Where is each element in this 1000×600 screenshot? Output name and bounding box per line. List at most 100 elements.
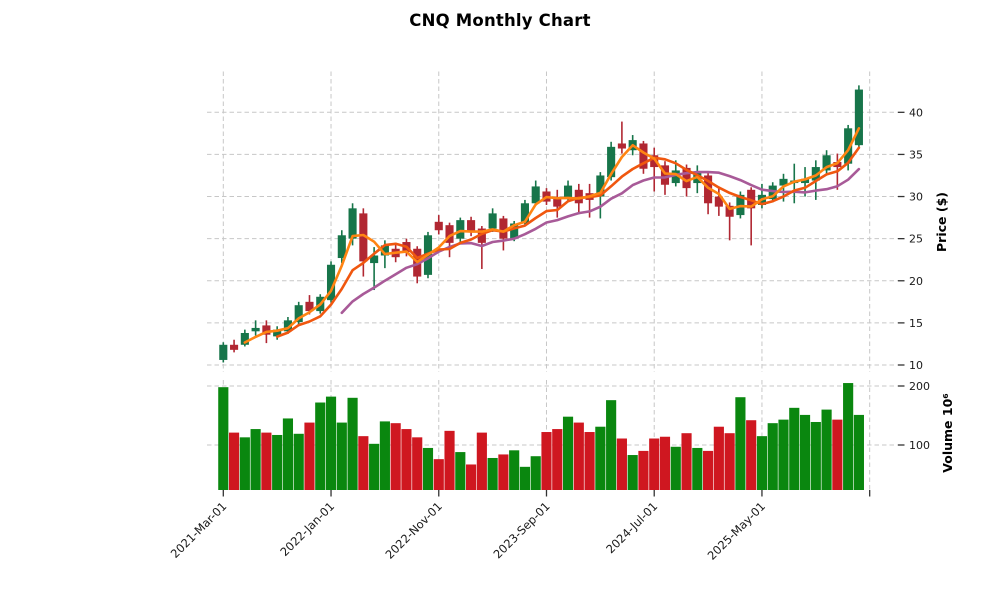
volume-bar <box>272 434 283 490</box>
volume-bar <box>573 422 584 490</box>
candle-body-up <box>563 185 573 199</box>
volume-bar <box>325 396 337 490</box>
candle-body-up <box>800 178 810 184</box>
candlesticks <box>219 85 863 363</box>
volume-bar <box>541 432 552 490</box>
volume-bar <box>228 432 240 490</box>
price-axis-label: Price ($) <box>934 192 949 252</box>
volume-bar <box>304 422 315 490</box>
price-tick-label: 20 <box>909 275 923 288</box>
volume-bar <box>584 432 595 490</box>
volume-bar <box>282 418 294 490</box>
volume-bar <box>358 436 369 490</box>
price-tick-label: 10 <box>909 359 923 372</box>
date-tick-label: 2023-Sep-01 <box>490 499 552 561</box>
candle-body-down <box>553 198 562 207</box>
candle-body-up <box>456 220 465 239</box>
volume-bar <box>412 437 423 490</box>
volume-bar <box>627 455 638 490</box>
candle-body-up <box>520 203 529 224</box>
candle-body-up <box>326 264 336 301</box>
volume-bar <box>466 464 477 490</box>
volume-bar <box>659 436 671 490</box>
volume-bar <box>261 432 272 490</box>
volume-bar <box>455 452 466 490</box>
volume-bar <box>810 421 821 490</box>
volume-bar <box>746 420 757 490</box>
volume-bar <box>735 397 746 490</box>
candle-body-up <box>510 223 519 239</box>
candle-body-up <box>596 175 605 197</box>
volume-bar <box>670 446 681 490</box>
candle-body-down <box>445 225 454 243</box>
candle-body-up <box>531 186 540 204</box>
price-tick-label: 15 <box>909 317 923 330</box>
candle-body-down <box>359 213 368 262</box>
volume-bar <box>606 400 617 490</box>
volume-bar <box>487 457 498 490</box>
mav-6-line <box>275 146 861 338</box>
candle-body-down <box>262 325 271 335</box>
candle-body-down <box>714 196 723 207</box>
volume-bar <box>293 433 304 490</box>
candle-body-up <box>370 255 379 264</box>
candle-body-up <box>811 167 820 181</box>
moving-average-lines <box>243 127 861 344</box>
volume-bar <box>390 423 401 490</box>
candle-body-up <box>348 208 357 239</box>
candle-body-down <box>639 143 648 169</box>
candle-body-up <box>671 170 680 184</box>
mav-12-line <box>340 167 861 315</box>
chart-title: CNQ Monthly Chart <box>409 11 591 30</box>
date-tick-label: 2024-Jul-01 <box>603 499 660 556</box>
volume-bar <box>476 432 487 490</box>
candle-body-up <box>273 329 282 337</box>
volume-bar <box>552 429 563 490</box>
candle-body-down <box>230 344 239 350</box>
candle-body-down <box>682 167 691 189</box>
volume-bar <box>239 437 250 490</box>
candle-body-up <box>779 178 788 186</box>
price-tick-label: 35 <box>909 148 923 161</box>
volume-bar <box>562 416 574 490</box>
volume-bar <box>756 436 768 490</box>
candle-body-up <box>294 305 303 323</box>
volume-bar <box>444 430 455 490</box>
volume-bar <box>530 456 541 490</box>
candle-body-down <box>725 205 734 217</box>
candle-body-up <box>251 327 260 332</box>
volume-bar <box>789 407 800 490</box>
price-tick-label: 30 <box>909 191 923 204</box>
date-tick-label: 2022-Jan-01 <box>277 499 337 559</box>
mav-3-line <box>243 127 861 344</box>
volume-bar <box>433 459 444 490</box>
volume-bar <box>778 419 789 490</box>
date-tick-label: 2025-May-01 <box>705 499 768 562</box>
date-tick-label: 2021-Mar-01 <box>168 499 230 561</box>
candle-body-down <box>305 301 314 312</box>
date-tick-label: 2022-Nov-01 <box>382 499 444 561</box>
candle-body-up <box>219 344 228 360</box>
volume-tick-label: 200 <box>909 380 930 393</box>
candle-body-down <box>650 155 659 168</box>
volume-bar <box>315 402 326 490</box>
candle-body-down <box>660 165 670 185</box>
candle-body-down <box>477 228 486 243</box>
volume-bar <box>649 438 660 490</box>
candle-body-up <box>337 235 346 259</box>
volume-bar <box>509 450 520 490</box>
volume-bar <box>336 422 347 490</box>
volume-bar <box>821 409 832 490</box>
volume-bar <box>724 433 735 490</box>
volume-bar <box>713 426 724 490</box>
candle-body-down <box>617 143 626 149</box>
volume-bar <box>250 429 261 490</box>
candle-body-up <box>380 245 389 256</box>
volume-bar <box>853 414 864 490</box>
volume-tick-label: 100 <box>909 439 930 452</box>
volume-bar <box>681 433 692 490</box>
volume-bar <box>638 450 649 490</box>
candle-body-up <box>283 320 292 332</box>
